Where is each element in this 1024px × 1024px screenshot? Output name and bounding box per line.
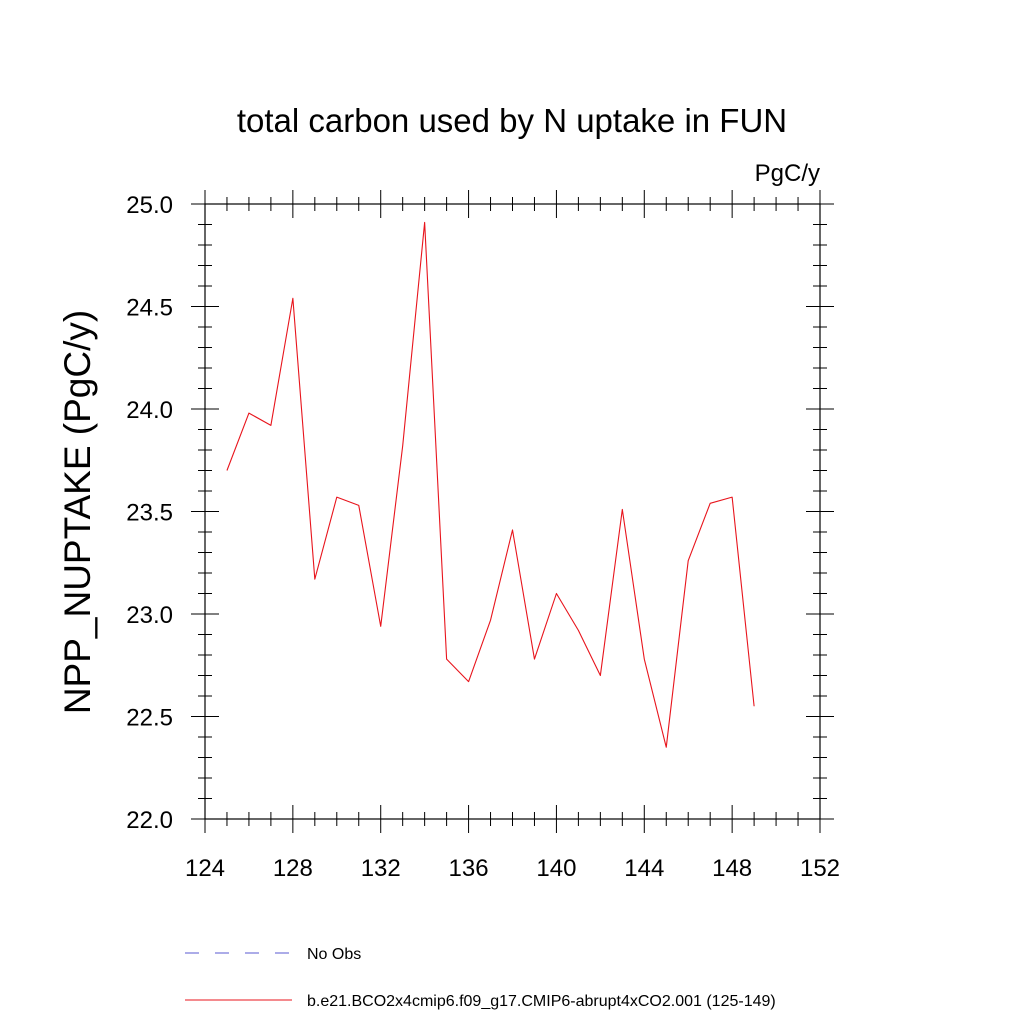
x-tick-label: 136 bbox=[449, 855, 489, 882]
y-tick-label: 25.0 bbox=[126, 192, 173, 219]
legend-label: No Obs bbox=[307, 946, 361, 963]
y-axis-label: NPP_NUPTAKE (PgC/y) bbox=[57, 310, 98, 714]
series-line bbox=[226, 221, 755, 748]
x-tick-label: 144 bbox=[624, 855, 664, 882]
x-tick-label: 124 bbox=[185, 855, 225, 882]
y-tick-label: 24.5 bbox=[126, 295, 173, 322]
x-tick-labels: 124 128 132 136 140 144 148 152 bbox=[185, 855, 840, 882]
series-layer bbox=[226, 221, 755, 748]
x-tick-label: 132 bbox=[361, 855, 401, 882]
plot-frame bbox=[204, 203, 821, 820]
y-tick-label: 23.0 bbox=[126, 602, 173, 629]
chart-title: total carbon used by N uptake in FUN bbox=[237, 102, 787, 139]
axis-ticks bbox=[191, 190, 834, 833]
x-tick-label: 148 bbox=[712, 855, 752, 882]
units-label: PgC/y bbox=[755, 160, 820, 187]
y-tick-label: 23.5 bbox=[126, 500, 173, 527]
legend: No Obs b.e21.BCO2x4cmip6.f09_g17.CMIP6-ab… bbox=[185, 946, 776, 1010]
legend-label: b.e21.BCO2x4cmip6.f09_g17.CMIP6-abrupt4x… bbox=[307, 993, 776, 1010]
y-tick-label: 24.0 bbox=[126, 397, 173, 424]
x-tick-label: 140 bbox=[536, 855, 576, 882]
y-tick-labels: 22.0 22.5 23.0 23.5 24.0 24.5 25.0 bbox=[126, 192, 173, 834]
y-tick-label: 22.0 bbox=[126, 807, 173, 834]
y-tick-label: 22.5 bbox=[126, 705, 173, 732]
x-tick-label: 152 bbox=[800, 855, 840, 882]
x-tick-label: 128 bbox=[273, 855, 313, 882]
